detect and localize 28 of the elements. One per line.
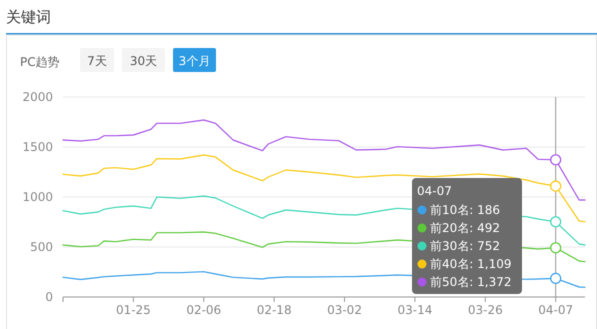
x-tick-label: 02-18 bbox=[256, 303, 292, 317]
text: 7天 bbox=[87, 54, 107, 68]
x-tick-label: 02-06 bbox=[186, 303, 222, 317]
x-tick-label: 03-26 bbox=[468, 303, 503, 317]
annotation: : 1,109 bbox=[469, 257, 512, 271]
annotation: : 186 bbox=[469, 203, 500, 217]
legend-label: 前50名 bbox=[430, 275, 470, 289]
x-tick-label: 03-14 bbox=[397, 303, 432, 317]
y-tick-label: 0 bbox=[45, 290, 53, 304]
x-tick-label: 04-07 bbox=[538, 303, 574, 317]
y-tick-label: 2000 bbox=[22, 90, 53, 104]
legend-label: 前10名 bbox=[430, 203, 470, 217]
y-tick-label: 1500 bbox=[22, 140, 53, 154]
text: 3个月 bbox=[178, 54, 210, 68]
x-tick-label: 03-02 bbox=[327, 303, 362, 317]
legend-label: 前40名 bbox=[430, 257, 470, 271]
legend-label: 前30名 bbox=[430, 239, 470, 253]
annotation: 04-07 bbox=[417, 184, 452, 198]
y-tick-label: 500 bbox=[30, 240, 53, 254]
text: PC趋势 bbox=[20, 55, 60, 69]
annotation: : 752 bbox=[469, 239, 500, 253]
y-tick-label: 1000 bbox=[22, 190, 53, 204]
annotation: : 1,372 bbox=[469, 275, 512, 289]
annotation: : 492 bbox=[469, 221, 500, 235]
legend-label: 前20名 bbox=[430, 221, 470, 235]
text: 30天 bbox=[130, 54, 158, 68]
chart-title: 关键词 bbox=[6, 8, 51, 26]
x-tick-label: 01-25 bbox=[116, 303, 151, 317]
